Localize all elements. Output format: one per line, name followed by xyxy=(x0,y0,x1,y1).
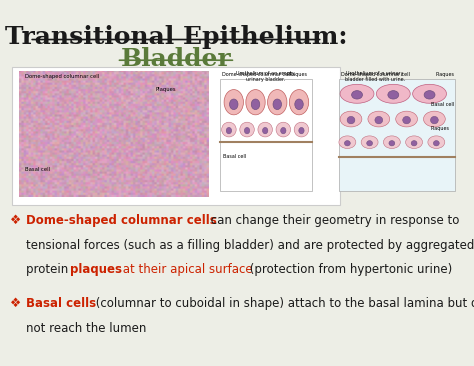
Text: Urothelium of an empty
urinary bladder.: Urothelium of an empty urinary bladder. xyxy=(236,71,294,82)
Text: plaques: plaques xyxy=(70,263,121,276)
Ellipse shape xyxy=(295,99,303,109)
FancyBboxPatch shape xyxy=(220,79,312,191)
Ellipse shape xyxy=(340,111,362,127)
Ellipse shape xyxy=(263,127,268,134)
Ellipse shape xyxy=(294,122,309,137)
FancyBboxPatch shape xyxy=(339,79,455,191)
Text: ❖: ❖ xyxy=(10,214,21,227)
Text: Plaques: Plaques xyxy=(431,126,450,131)
Text: Plaques: Plaques xyxy=(436,72,455,77)
Ellipse shape xyxy=(376,84,410,103)
Ellipse shape xyxy=(375,116,383,124)
Text: Bladder: Bladder xyxy=(120,47,231,71)
Text: Basal cell: Basal cell xyxy=(431,102,454,107)
Ellipse shape xyxy=(383,136,401,149)
Text: Transitional Epithelium:: Transitional Epithelium: xyxy=(5,25,347,49)
Text: Plaques: Plaques xyxy=(288,72,307,77)
Ellipse shape xyxy=(289,90,309,115)
Ellipse shape xyxy=(352,91,363,99)
Text: Plaques: Plaques xyxy=(155,87,176,92)
Ellipse shape xyxy=(258,122,273,137)
Text: Basal cell: Basal cell xyxy=(223,154,246,159)
Ellipse shape xyxy=(396,111,418,127)
Ellipse shape xyxy=(251,99,260,109)
Ellipse shape xyxy=(268,90,287,115)
Text: can change their geometry in response to: can change their geometry in response to xyxy=(207,214,459,227)
Ellipse shape xyxy=(430,116,438,124)
Ellipse shape xyxy=(428,136,445,149)
Ellipse shape xyxy=(246,90,265,115)
Ellipse shape xyxy=(406,136,422,149)
Text: tensional forces (such as a filling bladder) and are protected by aggregated: tensional forces (such as a filling blad… xyxy=(26,239,474,251)
Text: not reach the lumen: not reach the lumen xyxy=(26,322,146,335)
Ellipse shape xyxy=(389,141,395,146)
Ellipse shape xyxy=(240,122,254,137)
Ellipse shape xyxy=(339,136,356,149)
Ellipse shape xyxy=(224,90,244,115)
Text: protein: protein xyxy=(26,263,72,276)
Ellipse shape xyxy=(368,111,390,127)
Text: Dome-shaped columnar cells: Dome-shaped columnar cells xyxy=(26,214,217,227)
Text: Basal cells: Basal cells xyxy=(26,298,96,310)
Ellipse shape xyxy=(245,127,250,134)
Ellipse shape xyxy=(424,91,435,99)
Text: at their apical surface: at their apical surface xyxy=(119,263,253,276)
Ellipse shape xyxy=(229,99,238,109)
Text: (columnar to cuboidal in shape) attach to the basal lamina but do: (columnar to cuboidal in shape) attach t… xyxy=(92,298,474,310)
Ellipse shape xyxy=(276,122,291,137)
Ellipse shape xyxy=(226,127,232,134)
Ellipse shape xyxy=(423,111,445,127)
Ellipse shape xyxy=(345,141,350,146)
Text: Dome-shaped columnar cell: Dome-shaped columnar cell xyxy=(25,74,99,79)
Text: ❖: ❖ xyxy=(10,298,21,310)
Text: Basal cell: Basal cell xyxy=(25,167,50,172)
Ellipse shape xyxy=(433,141,439,146)
Ellipse shape xyxy=(413,84,447,103)
Text: Dome-shaped columnar cell: Dome-shaped columnar cell xyxy=(341,72,410,77)
Ellipse shape xyxy=(403,116,410,124)
Ellipse shape xyxy=(222,122,236,137)
FancyBboxPatch shape xyxy=(12,67,340,205)
Text: (protection from hypertonic urine): (protection from hypertonic urine) xyxy=(246,263,452,276)
Ellipse shape xyxy=(388,91,399,99)
Ellipse shape xyxy=(367,141,373,146)
Ellipse shape xyxy=(347,116,355,124)
Text: Urothelium of a urinary
bladder filled with urine.: Urothelium of a urinary bladder filled w… xyxy=(345,71,405,82)
Ellipse shape xyxy=(411,141,417,146)
Ellipse shape xyxy=(299,127,304,134)
Ellipse shape xyxy=(361,136,378,149)
Ellipse shape xyxy=(273,99,282,109)
Ellipse shape xyxy=(281,127,286,134)
Text: Dome-shaped columnar cell: Dome-shaped columnar cell xyxy=(222,72,291,77)
Ellipse shape xyxy=(340,84,374,103)
